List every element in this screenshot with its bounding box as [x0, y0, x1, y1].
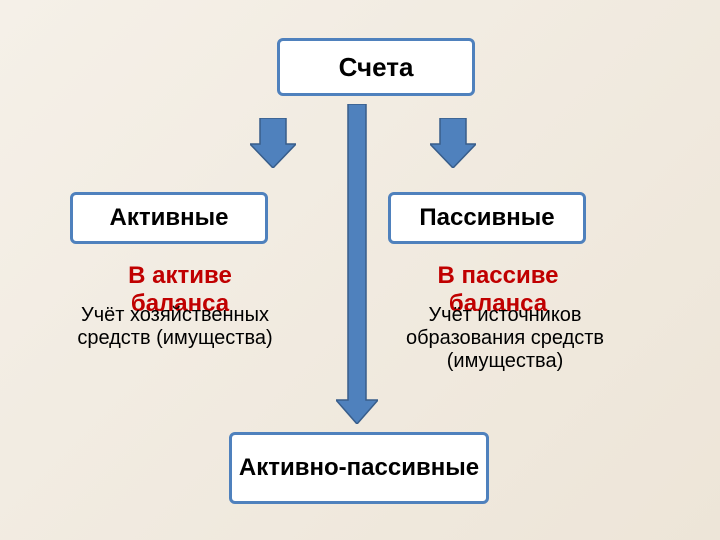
right-box-label: Пассивные: [419, 204, 554, 232]
arrow-center-icon: [336, 104, 378, 424]
bottom-box: Активно-пассивные: [229, 432, 489, 504]
root-box: Счета: [277, 38, 475, 96]
left-black-label: Учёт хозяйственных средств (имущества): [77, 304, 272, 349]
arrow-right-icon: [430, 118, 476, 168]
arrow-left-icon: [250, 118, 296, 168]
left-black-text: Учёт хозяйственных средств (имущества): [48, 304, 302, 350]
root-box-label: Счета: [339, 52, 414, 83]
left-box-label: Активные: [110, 204, 229, 232]
right-black-label: Учёт источников образования средств (иму…: [406, 304, 604, 372]
bottom-box-label: Активно-пассивные: [239, 455, 479, 481]
right-black-text: Учёт источников образования средств (иму…: [378, 304, 632, 373]
left-box: Активные: [70, 192, 268, 244]
right-box: Пассивные: [388, 192, 586, 244]
